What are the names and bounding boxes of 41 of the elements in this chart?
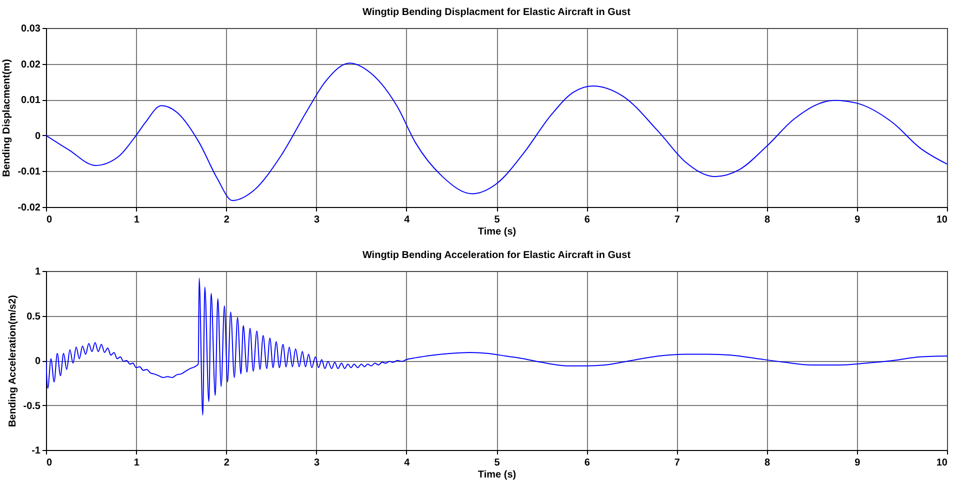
- y-tick-label: -1: [32, 446, 41, 456]
- x-tick-label: 5: [494, 214, 500, 226]
- x-tick-label: 0: [46, 458, 52, 468]
- x-tick-label: 10: [936, 214, 948, 226]
- x-tick-label: 0: [46, 214, 52, 226]
- y-tick-label: -0.02: [18, 202, 41, 214]
- chart-title: Wingtip Bending Acceleration for Elastic Aircraft in Gust: [362, 250, 632, 261]
- x-tick-label: 3: [314, 458, 320, 468]
- x-tick-label: 8: [764, 214, 771, 226]
- y-axis-title: Bending Displacment(m): [2, 59, 13, 177]
- y-tick-label: 0: [34, 130, 41, 142]
- y-axis-title: Bending Acceleration(m/s2): [7, 295, 18, 427]
- x-tick-label: 1: [134, 458, 140, 468]
- line-series: [46, 62, 947, 202]
- x-tick-label: 9: [854, 458, 861, 468]
- y-tick-label: -0.5: [23, 400, 41, 412]
- line-series: [46, 278, 947, 416]
- x-tick-label: 4: [404, 458, 410, 468]
- y-tick-label: -0.01: [18, 166, 41, 178]
- x-tick-label: 2: [224, 214, 230, 226]
- y-tick-label: 1: [34, 266, 41, 278]
- x-tick-label: 8: [764, 458, 771, 468]
- x-tick-label: 7: [674, 214, 680, 226]
- x-tick-label: 10: [936, 458, 948, 468]
- chart-title: Wingtip Bending Displacment for Elastic Aircraft in Gust: [362, 7, 632, 18]
- x-tick-label: 4: [404, 214, 410, 226]
- y-tick-label: 0.03: [21, 24, 41, 34]
- y-tick-label: 0.5: [26, 311, 41, 322]
- x-tick-label: 6: [584, 214, 590, 226]
- x-axis-title: Time (s): [478, 226, 516, 238]
- x-tick-label: 2: [224, 458, 230, 468]
- y-tick-label: 0.01: [21, 95, 41, 106]
- y-tick-label: 0.02: [21, 59, 41, 70]
- x-axis-title: Time (s): [478, 470, 516, 480]
- x-tick-label: 5: [494, 458, 500, 468]
- y-tick-label: 0: [34, 356, 41, 367]
- x-tick-label: 6: [584, 458, 590, 468]
- x-tick-label: 9: [854, 214, 861, 226]
- x-tick-label: 7: [674, 458, 680, 468]
- x-tick-label: 1: [134, 214, 140, 226]
- x-tick-label: 3: [314, 214, 320, 226]
